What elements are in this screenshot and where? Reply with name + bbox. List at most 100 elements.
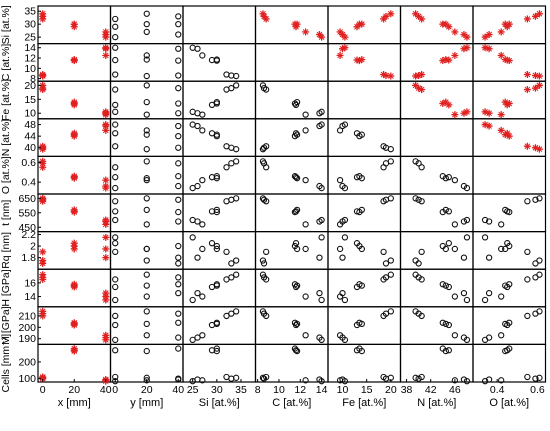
data-point-circle (336, 221, 344, 228)
column-axis-label: Si [at.%] (199, 397, 240, 409)
data-point-circle (536, 257, 543, 264)
panel-C-vs-Si (182, 42, 257, 82)
panel-frame (109, 306, 184, 345)
data-point-plus (463, 33, 471, 41)
data-point-circle (112, 347, 119, 354)
data-point-circle (259, 146, 267, 153)
data-point-circle (536, 374, 543, 381)
data-point-circle (418, 164, 425, 171)
data-point-circle (293, 98, 301, 106)
data-point-circle (112, 184, 119, 192)
data-point-plus (336, 28, 344, 36)
panel-Fe-vs-Si (182, 80, 257, 120)
data-point-circle (293, 206, 301, 214)
data-point-plus (102, 331, 110, 339)
y-tick-label: 40 (24, 142, 36, 154)
data-point-plus (102, 51, 110, 59)
data-point-circle (233, 146, 240, 153)
data-point-circle (259, 271, 267, 278)
data-point-plus (451, 28, 459, 36)
panel-Rq-vs-y (109, 231, 184, 270)
y-tick-label: 16 (24, 277, 36, 289)
panel-O-vs-y (109, 155, 184, 195)
data-point-plus (39, 142, 47, 150)
y-tick-label: 14 (24, 291, 36, 303)
panel-Fe-vs-y (109, 80, 184, 120)
data-point-circle (415, 196, 422, 203)
data-point-circle (143, 28, 150, 36)
data-point-circle (112, 216, 119, 224)
panel-C-vs-Fe (327, 42, 402, 82)
panel-H-vs-N (399, 268, 474, 308)
data-point-circle (353, 347, 361, 354)
data-point-plus (497, 51, 505, 59)
data-point-circle (233, 257, 240, 264)
data-point-circle (318, 108, 325, 115)
data-point-circle (199, 111, 206, 118)
data-point-circle (175, 319, 182, 326)
data-point-circle (112, 248, 119, 255)
data-point-circle (524, 198, 531, 205)
data-point-circle (341, 234, 349, 241)
data-point-plus (358, 20, 366, 28)
data-point-circle (175, 254, 182, 261)
data-point-circle (112, 164, 119, 171)
data-point-circle (445, 347, 452, 354)
data-point-plus (336, 51, 344, 59)
data-point-circle (380, 276, 387, 283)
data-point-plus (39, 10, 47, 18)
panel-M-vs-x (37, 306, 112, 345)
data-point-plus (463, 44, 471, 52)
data-point-circle (451, 293, 459, 300)
panel-t-vs-Si (182, 193, 257, 233)
data-point-circle (143, 82, 150, 89)
data-point-circle (223, 373, 230, 381)
data-point-circle (199, 221, 206, 228)
data-point-circle (442, 245, 449, 253)
data-point-plus (102, 184, 110, 192)
panel-Si-vs-N (399, 5, 474, 45)
data-point-circle (353, 321, 361, 329)
data-point-circle (353, 130, 361, 137)
data-point-circle (293, 175, 301, 182)
data-point-circle (213, 98, 220, 106)
data-point-circle (143, 257, 150, 264)
data-point-plus (523, 15, 531, 23)
data-point-plus (39, 275, 47, 283)
data-point-circle (194, 254, 201, 261)
data-point-circle (463, 184, 471, 192)
data-point-plus (102, 121, 110, 129)
panel-M-vs-Si (182, 306, 257, 345)
data-point-circle (302, 111, 309, 118)
x-tick-label: 40 (100, 384, 112, 396)
y-tick-label: 1.8 (21, 252, 36, 264)
data-point-circle (175, 13, 182, 20)
data-point-circle (143, 206, 150, 214)
data-point-circle (504, 321, 511, 329)
data-point-circle (418, 312, 425, 320)
panel-Si-vs-Si (182, 5, 257, 45)
data-point-circle (460, 254, 468, 261)
data-point-circle (199, 377, 206, 384)
panel-C-vs-O (472, 42, 547, 82)
data-point-circle (536, 271, 543, 278)
data-point-plus (503, 129, 511, 137)
data-point-plus (380, 71, 388, 79)
data-point-circle (175, 281, 182, 288)
data-point-circle (316, 289, 323, 297)
data-point-circle (189, 44, 196, 51)
data-point-plus (318, 33, 326, 41)
data-point-plus (523, 142, 531, 150)
panel-H-vs-Si (182, 268, 257, 308)
data-point-circle (318, 378, 325, 385)
y-tick-label: 10 (24, 108, 36, 120)
data-point-plus (358, 56, 366, 64)
panel-Si-vs-Fe (327, 5, 402, 45)
data-point-circle (387, 308, 394, 315)
data-point-circle (302, 176, 309, 184)
panel-Fe-vs-Fe (327, 80, 402, 120)
data-point-circle (353, 208, 361, 215)
data-point-circle (418, 373, 425, 381)
data-point-circle (463, 336, 471, 343)
